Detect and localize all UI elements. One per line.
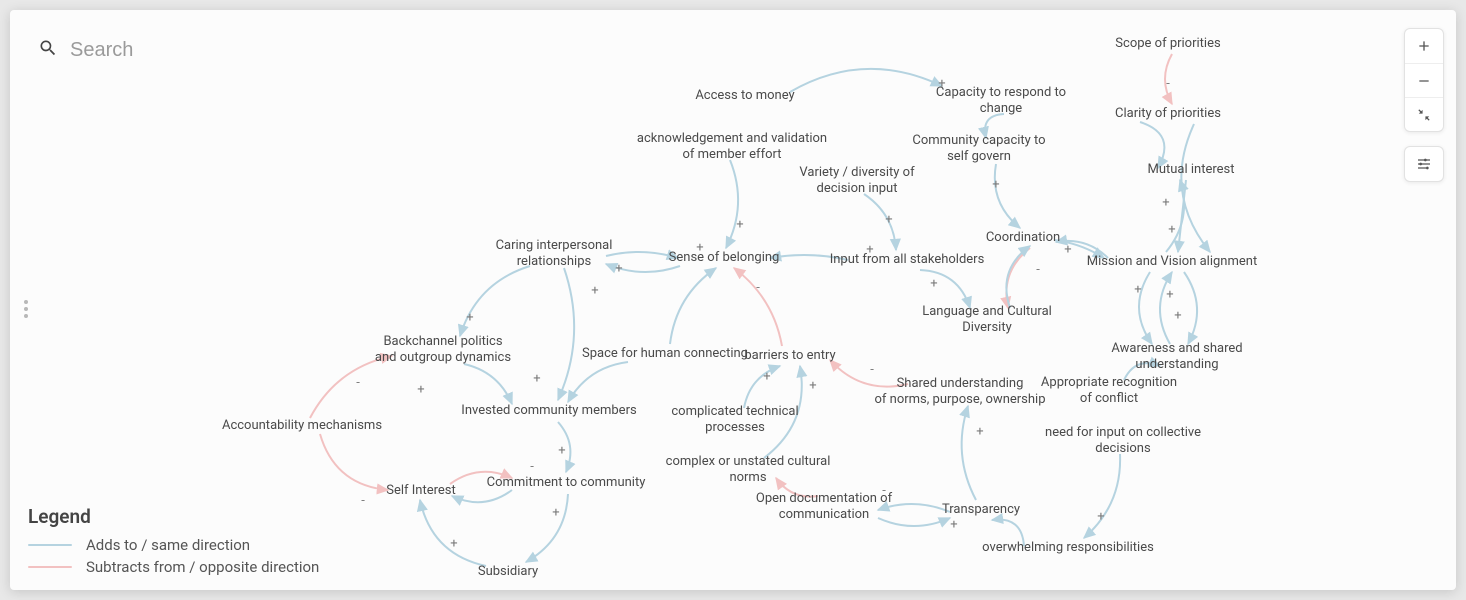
edge[interactable] [526, 494, 568, 562]
node-self_interest[interactable]: Self Interest [386, 483, 456, 499]
legend-line-sub [28, 566, 72, 568]
node-need_input[interactable]: need for input on collective decisions [1045, 425, 1201, 458]
node-input_stakeholders[interactable]: Input from all stakeholders [830, 252, 985, 268]
node-invested_members[interactable]: Invested community members [461, 403, 636, 419]
edge[interactable] [744, 366, 780, 408]
node-barriers_entry[interactable]: barriers to entry [744, 348, 835, 364]
edge[interactable] [320, 434, 388, 490]
node-lang_cultural[interactable]: Language and Cultural Diversity [922, 304, 1052, 337]
node-access_money[interactable]: Access to money [695, 88, 794, 104]
node-coordination[interactable]: Coordination [986, 230, 1060, 246]
diagram-canvas: Access to money Capacity to respond to ch… [10, 10, 1456, 590]
node-transparency[interactable]: Transparency [942, 502, 1020, 518]
node-caring[interactable]: Caring interpersonal relationships [496, 238, 613, 271]
edge[interactable] [568, 362, 628, 402]
node-overwhelming[interactable]: overwhelming responsibilities [982, 540, 1154, 556]
legend-row-add: Adds to / same direction [28, 536, 319, 554]
edge[interactable] [670, 268, 716, 344]
node-scope_priorities[interactable]: Scope of priorities [1115, 36, 1220, 52]
edge[interactable] [420, 500, 486, 566]
edge[interactable] [460, 266, 530, 336]
node-commitment[interactable]: Commitment to community [487, 475, 646, 491]
node-shared_norms[interactable]: Shared understanding of norms, purpose, … [874, 376, 1045, 409]
edge[interactable] [1165, 54, 1172, 104]
edge[interactable] [606, 252, 678, 258]
legend-title: Legend [28, 505, 319, 528]
legend-label-sub: Subtracts from / opposite direction [86, 558, 319, 576]
edge[interactable] [734, 268, 782, 346]
edge[interactable] [1139, 272, 1152, 344]
legend: Legend Adds to / same direction Subtract… [28, 505, 319, 576]
node-accountability[interactable]: Accountability mechanisms [222, 418, 382, 434]
edge[interactable] [452, 490, 512, 502]
edge[interactable] [790, 69, 942, 92]
node-sense_belonging[interactable]: Sense of belonging [669, 250, 780, 266]
edge[interactable] [1160, 272, 1172, 344]
node-variety_input[interactable]: Variety / diversity of decision input [799, 165, 914, 198]
node-complicated_tech[interactable]: complicated technical processes [671, 404, 798, 437]
edge[interactable] [962, 406, 976, 500]
edge[interactable] [558, 422, 570, 472]
node-acknowledge[interactable]: acknowledgement and validation of member… [637, 131, 827, 164]
fit-button[interactable] [1405, 97, 1443, 131]
control-toolbar [1404, 28, 1444, 196]
node-awareness_shared[interactable]: Awareness and shared understanding [1111, 341, 1242, 374]
node-open_doc[interactable]: Open documentation of communication [756, 491, 892, 524]
legend-line-add [28, 544, 72, 546]
search-input[interactable] [70, 39, 250, 62]
edge[interactable] [864, 194, 896, 250]
edge[interactable] [1184, 272, 1197, 344]
edge[interactable] [1006, 246, 1030, 308]
node-clarity_priorities[interactable]: Clarity of priorities [1115, 106, 1221, 122]
edge[interactable] [464, 364, 512, 404]
zoom-in-button[interactable] [1405, 29, 1443, 63]
drag-handle-icon[interactable] [24, 300, 28, 318]
node-space_connect[interactable]: Space for human connecting [582, 346, 748, 362]
legend-row-sub: Subtracts from / opposite direction [28, 558, 319, 576]
node-community_selfgov[interactable]: Community capacity to self govern [912, 133, 1045, 166]
edge[interactable] [1084, 454, 1120, 538]
edge[interactable] [726, 160, 738, 248]
edge[interactable] [920, 270, 970, 308]
edge[interactable] [558, 268, 574, 400]
search-wrap [38, 38, 250, 62]
legend-label-add: Adds to / same direction [86, 536, 250, 554]
settings-button[interactable] [1405, 147, 1443, 181]
search-icon[interactable] [38, 38, 58, 62]
node-mission_vision[interactable]: Mission and Vision alignment [1087, 254, 1257, 270]
node-complex_cultural[interactable]: complex or unstated cultural norms [666, 454, 831, 487]
node-mutual_interest[interactable]: Mutual interest [1147, 162, 1234, 178]
node-appropriate_recog[interactable]: Appropriate recognition of conflict [1041, 375, 1177, 408]
zoom-out-button[interactable] [1405, 63, 1443, 97]
node-backchannel[interactable]: Backchannel politics and outgroup dynami… [375, 334, 511, 367]
node-subsidiary[interactable]: Subsidiary [478, 564, 538, 580]
node-capacity_change[interactable]: Capacity to respond to change [936, 85, 1066, 118]
edge[interactable] [995, 164, 1020, 228]
